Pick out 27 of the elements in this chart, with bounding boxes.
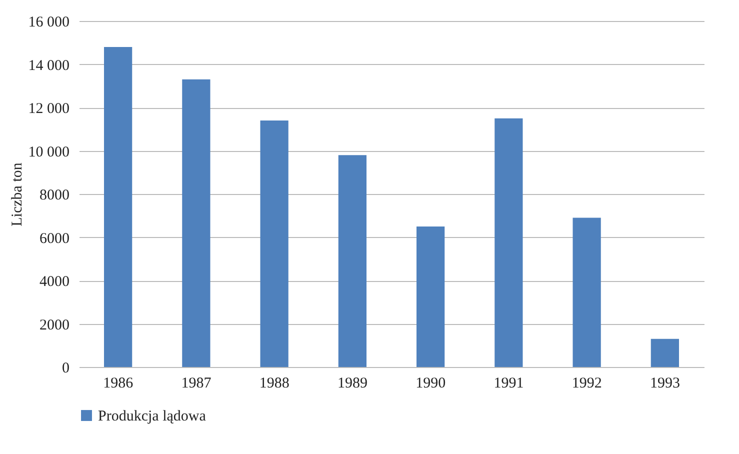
bar bbox=[104, 46, 132, 367]
x-tick-label: 1990 bbox=[416, 376, 446, 392]
bar bbox=[416, 226, 445, 367]
y-tick-label: 4000 bbox=[40, 274, 70, 290]
bar bbox=[260, 120, 288, 367]
y-tick-label: 12 000 bbox=[28, 101, 70, 117]
x-tick-label: 1989 bbox=[337, 376, 368, 392]
y-tick-label: 8000 bbox=[40, 188, 70, 204]
x-tick-label: 1992 bbox=[572, 376, 602, 392]
bar bbox=[338, 155, 366, 367]
y-tick-label: 14 000 bbox=[28, 58, 70, 74]
x-tick-label: 1986 bbox=[103, 376, 134, 392]
y-axis-title: Liczba ton bbox=[9, 162, 26, 226]
y-tick-label: 10 000 bbox=[28, 144, 70, 160]
bar bbox=[572, 218, 601, 367]
x-tick-label: 1991 bbox=[494, 376, 524, 392]
x-tick-label: 1988 bbox=[259, 376, 290, 392]
bar bbox=[650, 338, 679, 367]
bar bbox=[494, 118, 523, 367]
y-tick-label: 6000 bbox=[40, 230, 70, 247]
y-tick-label: 2000 bbox=[40, 317, 70, 334]
y-tick-label: 16 000 bbox=[28, 14, 70, 30]
bar bbox=[182, 79, 210, 367]
legend-label: Produkcja lądowa bbox=[98, 408, 206, 424]
y-tick-label: 0 bbox=[62, 360, 70, 376]
x-tick-label: 1993 bbox=[650, 376, 680, 392]
x-tick-label: 1987 bbox=[181, 376, 212, 392]
